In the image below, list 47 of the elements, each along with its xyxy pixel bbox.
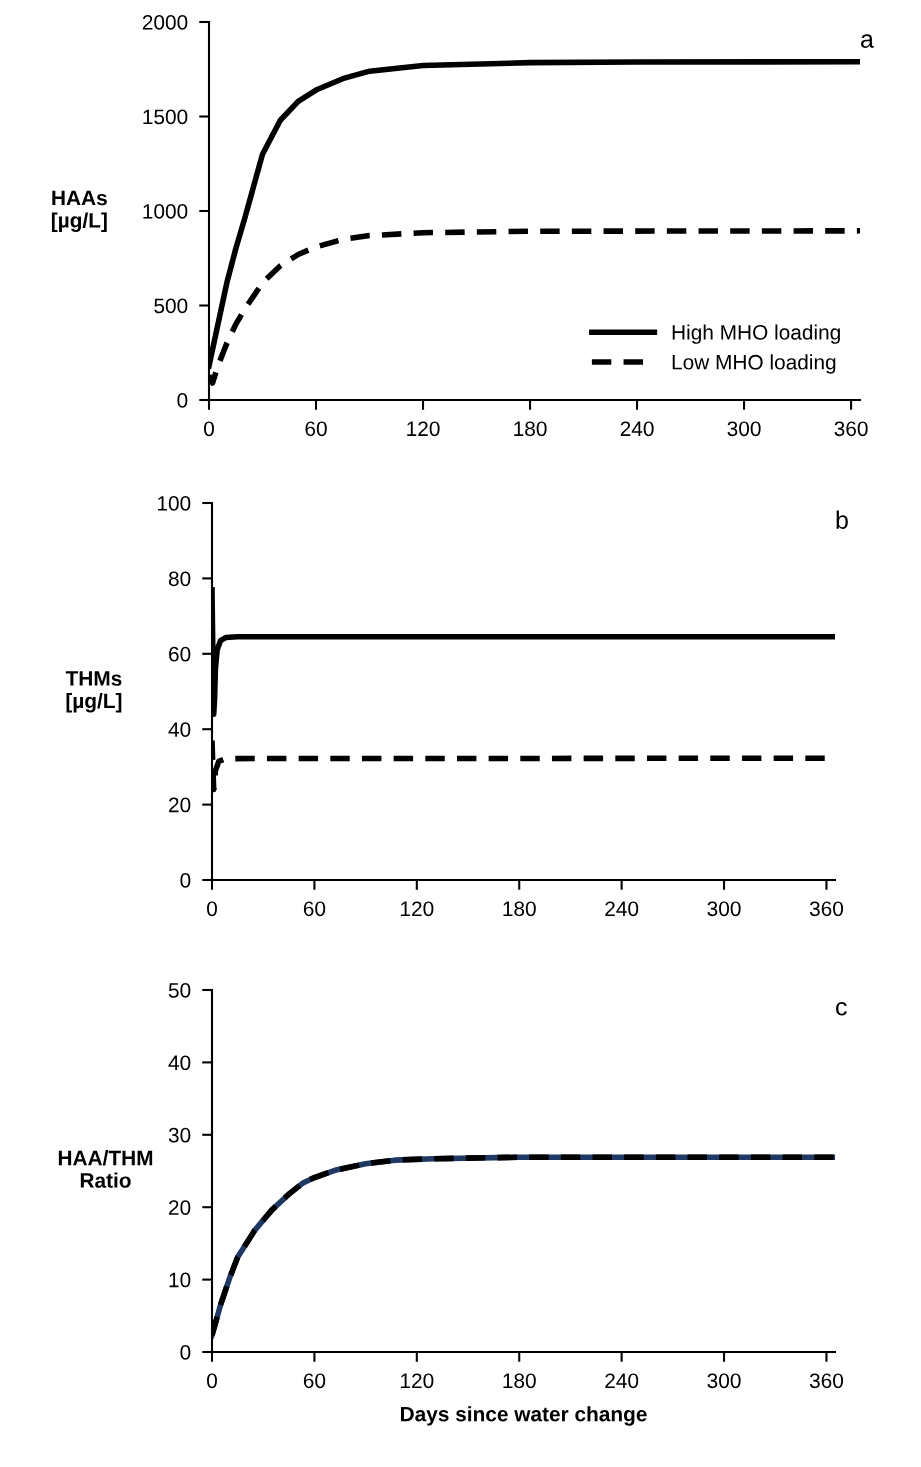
y-tick-label: 50: [168, 983, 191, 998]
text: c: [836, 1001, 847, 1016]
x-tick-label: 300: [707, 1373, 741, 1389]
y-tick-label: 100: [158, 496, 191, 511]
x-tick-label: 300: [727, 421, 761, 437]
y-tick-label: 500: [154, 298, 188, 314]
x-tick-label: 120: [401, 1373, 434, 1389]
y-tick-label: 30: [168, 1127, 191, 1143]
y-tick-label: 60: [169, 646, 191, 662]
x-tick-label: 240: [605, 901, 639, 917]
x-tick-label: 300: [707, 901, 741, 917]
y-tick-label: 1000: [143, 204, 188, 219]
legend-label: High MHO loading: [672, 324, 840, 344]
x-tick-label: 120: [407, 421, 440, 437]
x-tick-label: 0: [204, 421, 214, 437]
x-tick-label: 360: [809, 901, 844, 917]
text: a: [861, 34, 874, 48]
y-tick-label: 0: [180, 873, 191, 888]
x-tick-label: 240: [605, 1373, 639, 1389]
y-tick-label: 2000: [142, 15, 188, 30]
y-tick-label: 1500: [143, 109, 188, 125]
y-tick-label: 80: [168, 571, 191, 587]
x-tick-label: 240: [620, 421, 654, 437]
y-tick-label: 40: [168, 1055, 191, 1071]
y-axis-title: HAA/THM Ratio: [58, 1150, 153, 1188]
x-tick-label: 180: [503, 901, 536, 917]
x-tick-label: 60: [305, 421, 327, 437]
x-tick-label: 0: [207, 901, 217, 917]
x-axis-title: Days since water change: [401, 1406, 647, 1426]
y-axis-title: HAAs [µg/L]: [51, 190, 107, 232]
y-tick-label: 0: [177, 393, 188, 408]
legend-label: Low MHO loading: [672, 354, 836, 374]
x-tick-label: 360: [834, 421, 868, 437]
y-axis-title: THMs [µg/L]: [65, 671, 122, 713]
y-tick-label: 40: [168, 722, 191, 737]
x-tick-label: 360: [809, 1373, 844, 1389]
x-tick-label: 60: [303, 901, 326, 917]
x-tick-label: 60: [303, 1373, 326, 1389]
x-tick-label: 120: [401, 901, 434, 917]
y-tick-label: 10: [169, 1272, 191, 1288]
x-tick-label: 180: [514, 421, 547, 437]
x-tick-label: 0: [207, 1373, 217, 1389]
x-tick-label: 180: [503, 1373, 536, 1389]
y-tick-label: 0: [180, 1345, 191, 1360]
y-tick-label: 20: [169, 797, 191, 813]
y-tick-label: 20: [169, 1200, 191, 1215]
text: b: [836, 510, 848, 529]
